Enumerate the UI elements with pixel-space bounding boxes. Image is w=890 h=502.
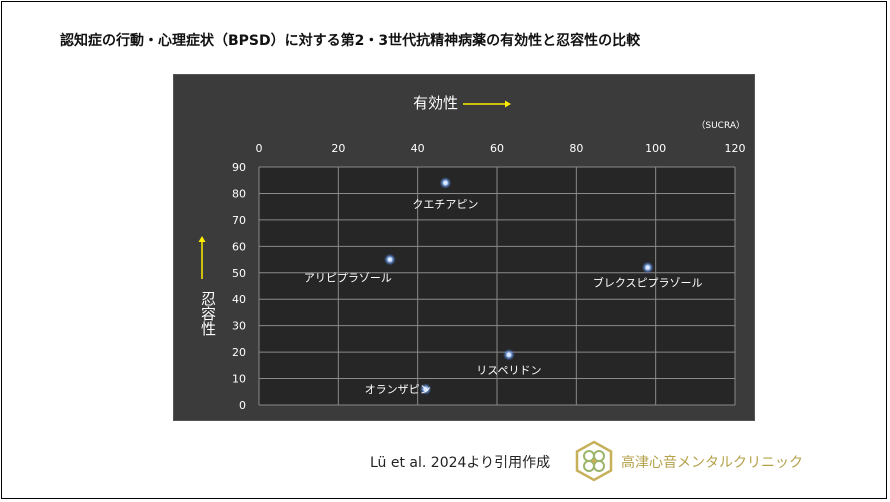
- grid-lines: [258, 166, 736, 406]
- page-title: 認知症の行動・心理症状（BPSD）に対する第2・3世代抗精神病薬の有効性と忍容性…: [60, 33, 641, 49]
- x-tick-label: 100: [645, 142, 666, 155]
- x-axis-arrow-icon: [463, 100, 511, 108]
- y-tick-label: 10: [232, 373, 246, 386]
- y-tick-label: 70: [232, 214, 246, 227]
- x-tick-label: 0: [256, 142, 263, 155]
- data-point-label: オランザピン: [365, 383, 431, 396]
- y-tick-label: 80: [232, 187, 246, 200]
- y-axis-title: 忍容性: [199, 291, 217, 336]
- data-point-label: アリピプラゾール: [304, 272, 392, 285]
- data-point-label: ブレクスピプラゾール: [593, 275, 703, 289]
- x-tick-label: 20: [331, 142, 345, 155]
- x-tick-label: 80: [569, 142, 583, 155]
- y-tick-label: 20: [232, 346, 246, 359]
- data-point-label: リスペリドン: [476, 364, 541, 377]
- y-tick-label: 50: [232, 267, 246, 280]
- data-point: [423, 387, 428, 392]
- y-tick-label: 30: [232, 320, 246, 333]
- data-point: [443, 180, 448, 185]
- x-tick-labels: 0 20 40 60 80 100 120: [256, 142, 746, 155]
- x-tick-label: 40: [411, 142, 425, 155]
- y-tick-label: 40: [232, 293, 246, 306]
- clover-hexagon-logo-icon: [575, 440, 613, 482]
- y-tick-labels: 0 10 20 30 40 50 60 70 80 90: [232, 161, 246, 412]
- unit-label: （SUCRA）: [696, 120, 745, 131]
- data-point: [506, 352, 511, 357]
- data-point-label: クエチアピン: [412, 198, 478, 211]
- x-axis-title: 有効性: [413, 94, 458, 112]
- x-tick-label: 60: [490, 142, 504, 155]
- citation: Lü et al. 2024より引用作成: [370, 455, 551, 471]
- clinic-name: 高津心音メンタルクリニック: [621, 455, 803, 471]
- y-axis-arrow-icon: [198, 236, 206, 279]
- data-point: [645, 265, 650, 270]
- y-tick-label: 0: [239, 399, 246, 412]
- x-tick-label: 120: [725, 142, 746, 155]
- data-point: [387, 257, 392, 262]
- y-tick-label: 60: [232, 240, 246, 253]
- y-tick-label: 90: [232, 161, 246, 174]
